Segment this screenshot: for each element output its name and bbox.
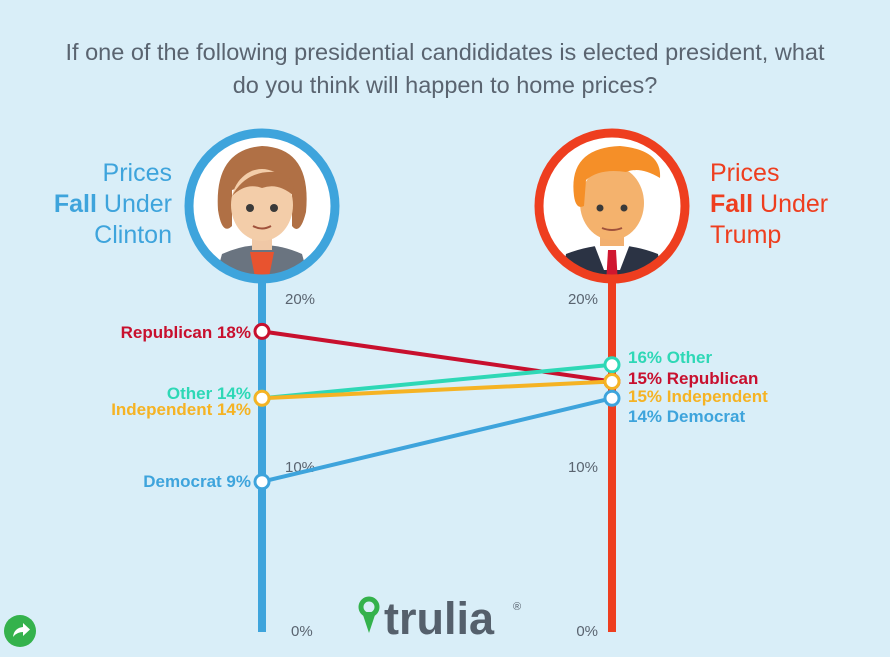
trulia-logo-registered: ® [513,601,521,613]
other-line [262,365,612,398]
clinton-portrait [186,130,338,290]
democrat-line [262,398,612,482]
independent-point-trump [605,375,619,389]
share-arrow-icon [4,615,36,647]
trump-portrait [536,130,688,290]
independent-label-clinton: Independent 14% [111,400,251,419]
clinton-tick-0: 0% [291,623,313,640]
other-point-trump [605,358,619,372]
trulia-logo-text: trulia [384,593,495,644]
republican-label-clinton: Republican 18% [121,323,251,342]
independent-label-trump: 15% Independent [628,387,768,406]
trump-tick-10: 10% [568,459,598,476]
democrat-point-trump [605,391,619,405]
trump-tick-0: 0% [576,623,598,640]
democrat-point-clinton [255,475,269,489]
share-button[interactable] [4,615,36,647]
democrat-label-clinton: Democrat 9% [143,472,251,491]
independent-point-clinton [255,391,269,405]
trulia-logo: trulia ® [361,593,521,644]
clinton-tick-20: 20% [285,291,315,308]
republican-line [262,331,612,381]
democrat-label-trump: 14% Democrat [628,407,746,426]
location-pin-icon [361,599,377,633]
republican-label-trump: 15% Republican [628,369,758,388]
republican-point-clinton [255,324,269,338]
other-label-trump: 16% Other [628,348,712,367]
trump-tick-20: 20% [568,291,598,308]
independent-line [262,382,612,399]
